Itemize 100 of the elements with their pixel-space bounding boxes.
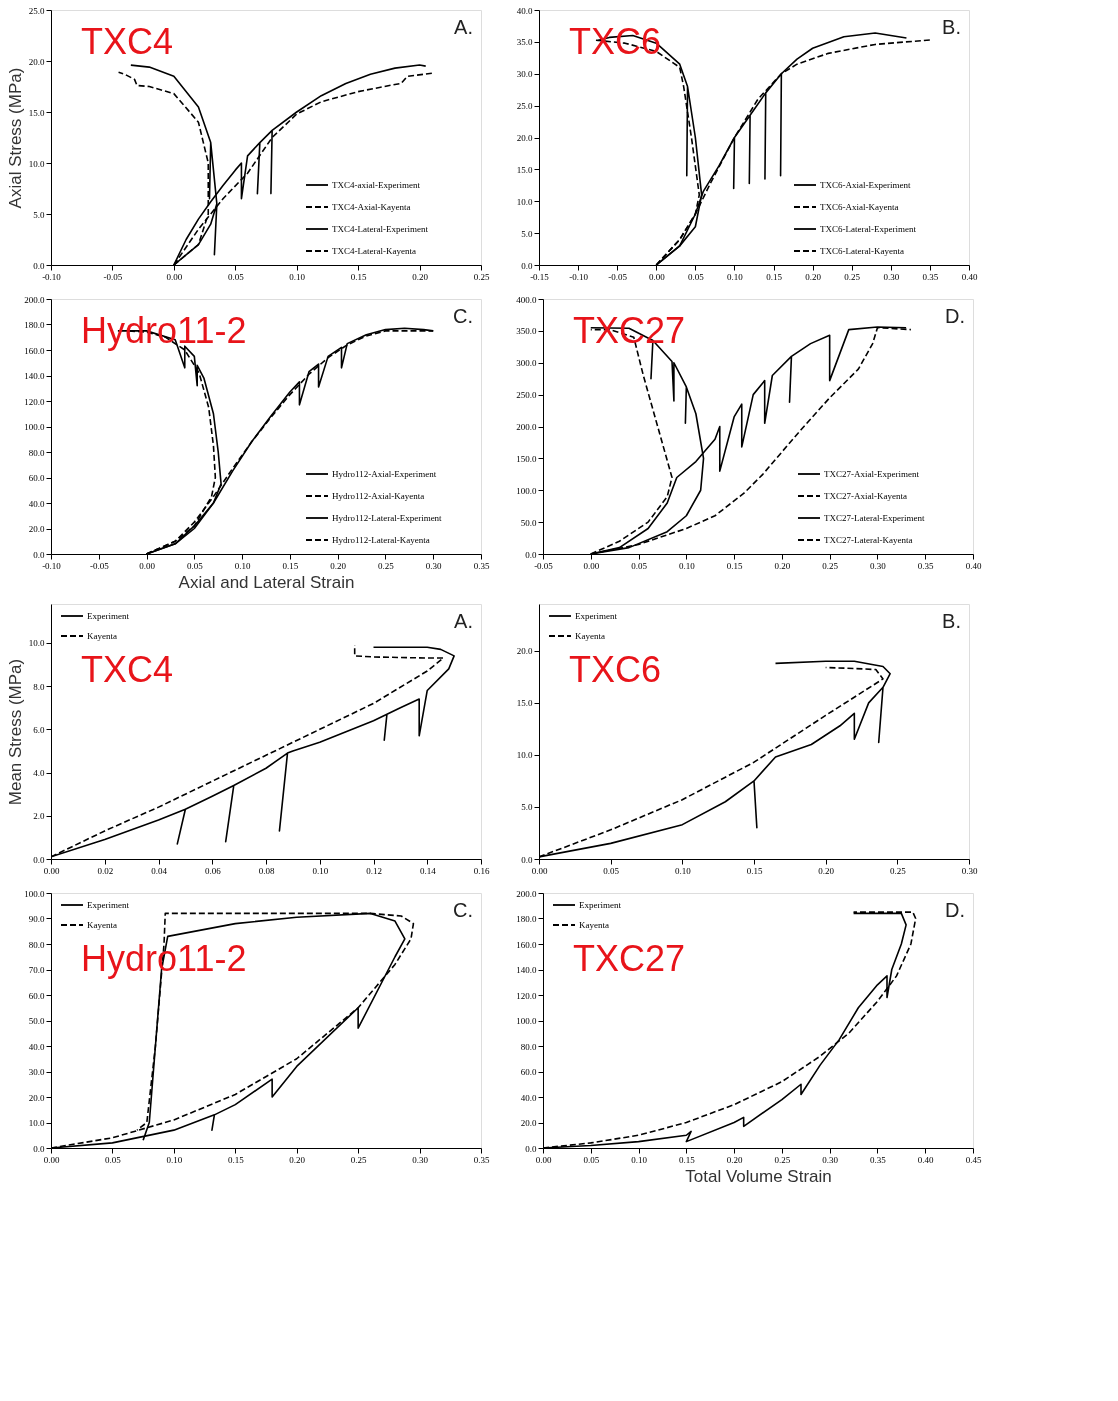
y-tick-label: 80.0 (28, 447, 45, 458)
y-tick-label: 0.0 (33, 854, 45, 865)
y-tick-label: 80.0 (520, 1041, 537, 1052)
annotation: TXC4 (81, 21, 174, 62)
x-tick-label: 0.05 (603, 865, 620, 876)
legend-label: Kayenta (579, 920, 609, 930)
x-tick-label: 0.12 (366, 865, 382, 876)
y-tick-label: 20.0 (520, 1118, 537, 1128)
x-tick-label: 0.00 (43, 1154, 60, 1165)
x-tick-label: 0.05 (631, 560, 648, 571)
x-tick-label: 0.10 (234, 560, 251, 571)
y-tick-label: 140.0 (24, 371, 45, 381)
x-tick-label: 0.00 (531, 865, 548, 876)
legend-label: TXC6-Axial-Kayenta (820, 202, 899, 212)
y-tick-label: 200.0 (24, 294, 45, 305)
x-axis-title: Axial and Lateral Strain (178, 572, 355, 592)
x-tick-label: 0.15 (282, 560, 299, 571)
x-tick-label: 0.40 (965, 560, 982, 571)
y-tick-label: 0.0 (525, 549, 537, 560)
x-tick-label: 0.15 (350, 271, 368, 282)
y-tick-label: 60.0 (28, 990, 45, 1001)
x-tick-label: 0.30 (961, 865, 978, 876)
x-tick-label: 0.35 (917, 560, 935, 571)
y-tick-label: 100.0 (24, 888, 45, 899)
y-tick-label: 35.0 (516, 37, 533, 48)
y-tick-label: 300.0 (516, 358, 537, 369)
legend-label: Hydro112-Lateral-Experiment (332, 513, 443, 523)
y-tick-label: 5.0 (33, 209, 45, 220)
x-tick-label: 0.00 (648, 271, 666, 282)
y-tick-label: 50.0 (520, 517, 537, 528)
y-tick-label: 120.0 (24, 396, 45, 407)
y-tick-label: 4.0 (33, 768, 45, 779)
annotation: Hydro11-2 (81, 310, 247, 351)
x-tick-label: -0.05 (534, 560, 554, 571)
y-tick-label: 180.0 (516, 914, 537, 924)
y-tick-label: 15.0 (516, 698, 533, 709)
x-tick-label: 0.30 (412, 1154, 429, 1165)
legend-label: Hydro112-Axial-Experiment (332, 469, 437, 479)
legend-label: TXC27-Axial-Kayenta (824, 491, 907, 501)
y-tick-label: 50.0 (28, 1016, 45, 1026)
y-tick-label: 350.0 (516, 326, 537, 337)
annotation: TXC6 (569, 649, 662, 690)
legend-label: Experiment (87, 900, 130, 910)
x-tick-label: 0.15 (678, 1154, 696, 1165)
x-tick-label: 0.15 (766, 271, 783, 282)
x-tick-label: 0.00 (535, 1154, 552, 1165)
x-tick-label: 0.10 (289, 271, 306, 282)
x-tick-label: 0.02 (97, 865, 114, 876)
y-tick-label: 140.0 (516, 965, 537, 975)
legend-label: Hydro112-Lateral-Kayenta (332, 535, 430, 545)
x-tick-label: 0.40 (961, 271, 978, 282)
y-tick-label: 0.0 (521, 854, 533, 865)
y-tick-label: 6.0 (33, 724, 45, 735)
x-tick-label: 0.20 (818, 865, 835, 876)
y-axis-title: Axial Stress (MPa) (5, 67, 25, 209)
y-tick-label: 200.0 (516, 888, 537, 899)
y-tick-label: 180.0 (24, 320, 45, 330)
x-tick-label: 0.20 (330, 560, 347, 571)
y-tick-label: 10.0 (516, 196, 533, 207)
annotation: TXC4 (81, 649, 174, 690)
legend-label: TXC4-Lateral-Kayenta (332, 246, 416, 256)
x-tick-label: 0.35 (473, 560, 490, 571)
legend-label: TXC4-Axial-Kayenta (332, 202, 411, 212)
x-tick-label: 0.20 (805, 271, 822, 282)
x-tick-label: 0.06 (204, 865, 222, 876)
x-tick-label: 0.15 (746, 865, 763, 876)
y-tick-label: 15.0 (28, 107, 45, 118)
y-tick-label: 60.0 (520, 1067, 537, 1077)
x-tick-label: 0.10 (674, 865, 692, 876)
x-tick-label: 0.16 (473, 865, 490, 876)
legend-label: TXC27-Lateral-Experiment (824, 513, 925, 523)
x-tick-label: 0.35 (473, 1154, 490, 1165)
x-axis-title: Total Volume Strain (685, 1166, 832, 1186)
y-tick-label: 10.0 (28, 1118, 45, 1128)
y-tick-label: 20.0 (516, 646, 533, 657)
legend-label: TXC27-Lateral-Kayenta (824, 535, 913, 545)
x-tick-label: 0.45 (965, 1154, 982, 1165)
y-tick-label: 200.0 (516, 422, 537, 432)
x-tick-label: 0.25 (844, 271, 861, 282)
y-tick-label: 5.0 (521, 228, 533, 239)
annotation: D. (945, 899, 965, 921)
legend-label: Kayenta (575, 631, 605, 641)
y-tick-label: 8.0 (33, 681, 45, 692)
x-tick-label: 0.25 (889, 865, 907, 876)
y-tick-label: 80.0 (28, 939, 45, 950)
x-tick-label: 0.14 (419, 865, 437, 876)
y-tick-label: 150.0 (516, 453, 537, 464)
y-tick-label: 25.0 (28, 5, 45, 16)
annotation: C. (453, 305, 473, 327)
x-tick-label: -0.10 (569, 271, 589, 282)
x-tick-label: 0.00 (583, 560, 600, 571)
legend-label: Experiment (87, 611, 130, 621)
legend-label: Experiment (579, 900, 622, 910)
legend-label: TXC4-Lateral-Experiment (332, 224, 429, 234)
x-tick-label: 0.05 (687, 271, 705, 282)
y-tick-label: 160.0 (516, 939, 537, 950)
y-tick-label: 40.0 (516, 5, 533, 16)
x-tick-label: 0.00 (43, 865, 60, 876)
x-tick-label: 0.25 (350, 1154, 368, 1165)
x-tick-label: 0.10 (678, 560, 696, 571)
